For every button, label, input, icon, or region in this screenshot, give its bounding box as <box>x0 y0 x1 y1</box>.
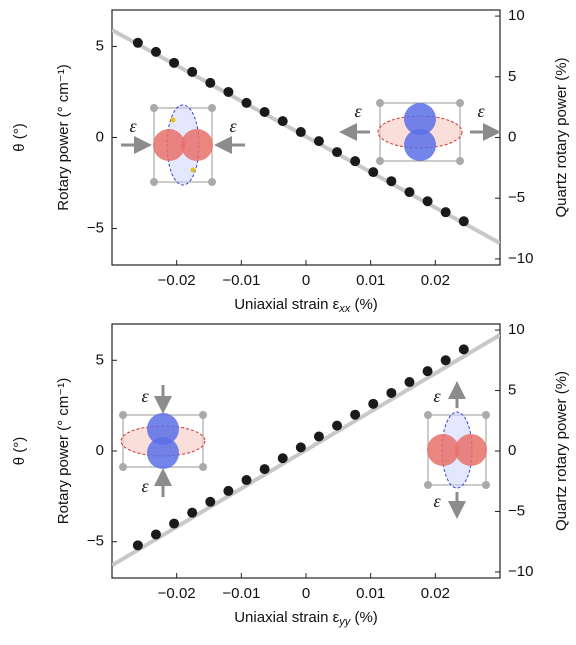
y2-axis-label: Quartz rotary power (%) <box>553 371 570 531</box>
data-point <box>241 97 252 108</box>
data-point <box>187 507 198 518</box>
x-tick-label: −0.02 <box>158 272 196 289</box>
y-tick-label: 5 <box>96 37 104 54</box>
x-axis-label-part: (%) <box>350 296 378 313</box>
data-point <box>150 529 161 540</box>
y-tick-label: 0 <box>96 442 104 459</box>
data-point <box>313 136 324 147</box>
data-point <box>132 37 143 48</box>
data-point <box>295 442 306 453</box>
data-point <box>404 187 415 198</box>
outer-y-label: θ (°) <box>11 123 28 152</box>
data-point <box>132 540 143 551</box>
y2-tick-label: 0 <box>508 442 516 459</box>
data-point <box>169 518 180 529</box>
x-tick-label: −0.02 <box>158 585 196 602</box>
x-axis-label: Uniaxial strain εyy (%) <box>234 609 378 628</box>
data-point <box>404 377 415 388</box>
data-point <box>350 156 361 167</box>
data-point <box>350 409 361 420</box>
x-tick-label: 0.02 <box>421 585 450 602</box>
x-tick-label: 0.01 <box>356 272 385 289</box>
data-point <box>458 344 469 355</box>
x-tick-label: 0 <box>302 585 310 602</box>
x-axis-label-part: xx <box>338 303 351 315</box>
y2-tick-label: 5 <box>508 381 516 398</box>
y-tick-label: −5 <box>87 533 104 550</box>
y-axis-label: Rotary power (° cm⁻¹) <box>55 64 72 210</box>
data-point <box>332 420 343 431</box>
data-point <box>386 176 397 187</box>
x-tick-label: 0.01 <box>356 585 385 602</box>
x-axis-label-part: Uniaxial strain ε <box>234 609 339 626</box>
data-point <box>277 116 288 127</box>
x-axis-label-part: Uniaxial strain ε <box>234 296 339 313</box>
data-point <box>205 496 216 507</box>
data-point <box>458 216 469 227</box>
annotation: ε <box>141 386 149 406</box>
data-point <box>386 387 397 398</box>
annotation: ε <box>433 386 441 406</box>
x-tick-label: −0.01 <box>222 585 260 602</box>
y-tick-label: 5 <box>96 351 104 368</box>
y2-tick-label: −10 <box>508 250 533 267</box>
annotation: ε <box>229 116 237 136</box>
y2-tick-label: 10 <box>508 321 525 338</box>
data-point <box>295 127 306 138</box>
data-point <box>259 107 270 117</box>
data-point <box>368 398 379 409</box>
x-axis-label-part: (%) <box>350 609 378 626</box>
outer-y-label: θ (°) <box>11 437 28 466</box>
inset-orbital <box>119 385 207 497</box>
data-point <box>223 485 234 496</box>
data-point <box>169 57 180 68</box>
x-tick-label: 0 <box>302 272 310 289</box>
x-tick-label: −0.01 <box>222 272 260 289</box>
data-point <box>313 431 324 442</box>
data-point <box>259 464 270 475</box>
annotation: ε <box>129 116 137 136</box>
y2-tick-label: −5 <box>508 502 525 519</box>
annotation: ε <box>433 491 441 511</box>
inset-orbital <box>121 104 245 186</box>
x-axis-label-part: yy <box>338 616 352 628</box>
y2-tick-label: −10 <box>508 563 533 580</box>
data-point <box>205 77 216 88</box>
panel: −0.02 −0.01 0 0.01 0.02 −5 0 5 −10 −5 0 5 10 Uniaxial… <box>11 321 570 628</box>
data-point <box>277 453 288 464</box>
data-point <box>440 207 451 218</box>
data-point <box>150 46 161 57</box>
annotation: ε <box>477 101 485 121</box>
data-point <box>440 355 451 366</box>
data-point <box>422 196 433 207</box>
annotation: ε <box>354 101 362 121</box>
inset-orbital <box>339 99 501 165</box>
y2-axis-label: Quartz rotary power (%) <box>553 57 570 217</box>
data-point <box>223 86 234 97</box>
data-point <box>368 167 379 178</box>
data-point <box>241 475 252 486</box>
y2-tick-label: −5 <box>508 189 525 206</box>
y2-tick-label: 5 <box>508 68 516 85</box>
y2-tick-label: 0 <box>508 128 516 145</box>
data-point <box>422 366 433 377</box>
y2-tick-label: 10 <box>508 7 525 24</box>
y-tick-label: −5 <box>87 220 104 237</box>
data-point <box>332 147 343 158</box>
x-tick-label: 0.02 <box>421 272 450 289</box>
x-axis-label: Uniaxial strain εxx (%) <box>234 296 378 315</box>
inset-orbital <box>424 381 490 519</box>
annotation: ε <box>141 476 149 496</box>
panel: −0.02 −0.01 0 0.01 0.02 −5 0 5 −10 −5 0 5 10 Uniaxial… <box>11 7 570 315</box>
y-axis-label: Rotary power (° cm⁻¹) <box>55 378 72 524</box>
data-point <box>187 66 198 77</box>
y-tick-label: 0 <box>96 128 104 145</box>
